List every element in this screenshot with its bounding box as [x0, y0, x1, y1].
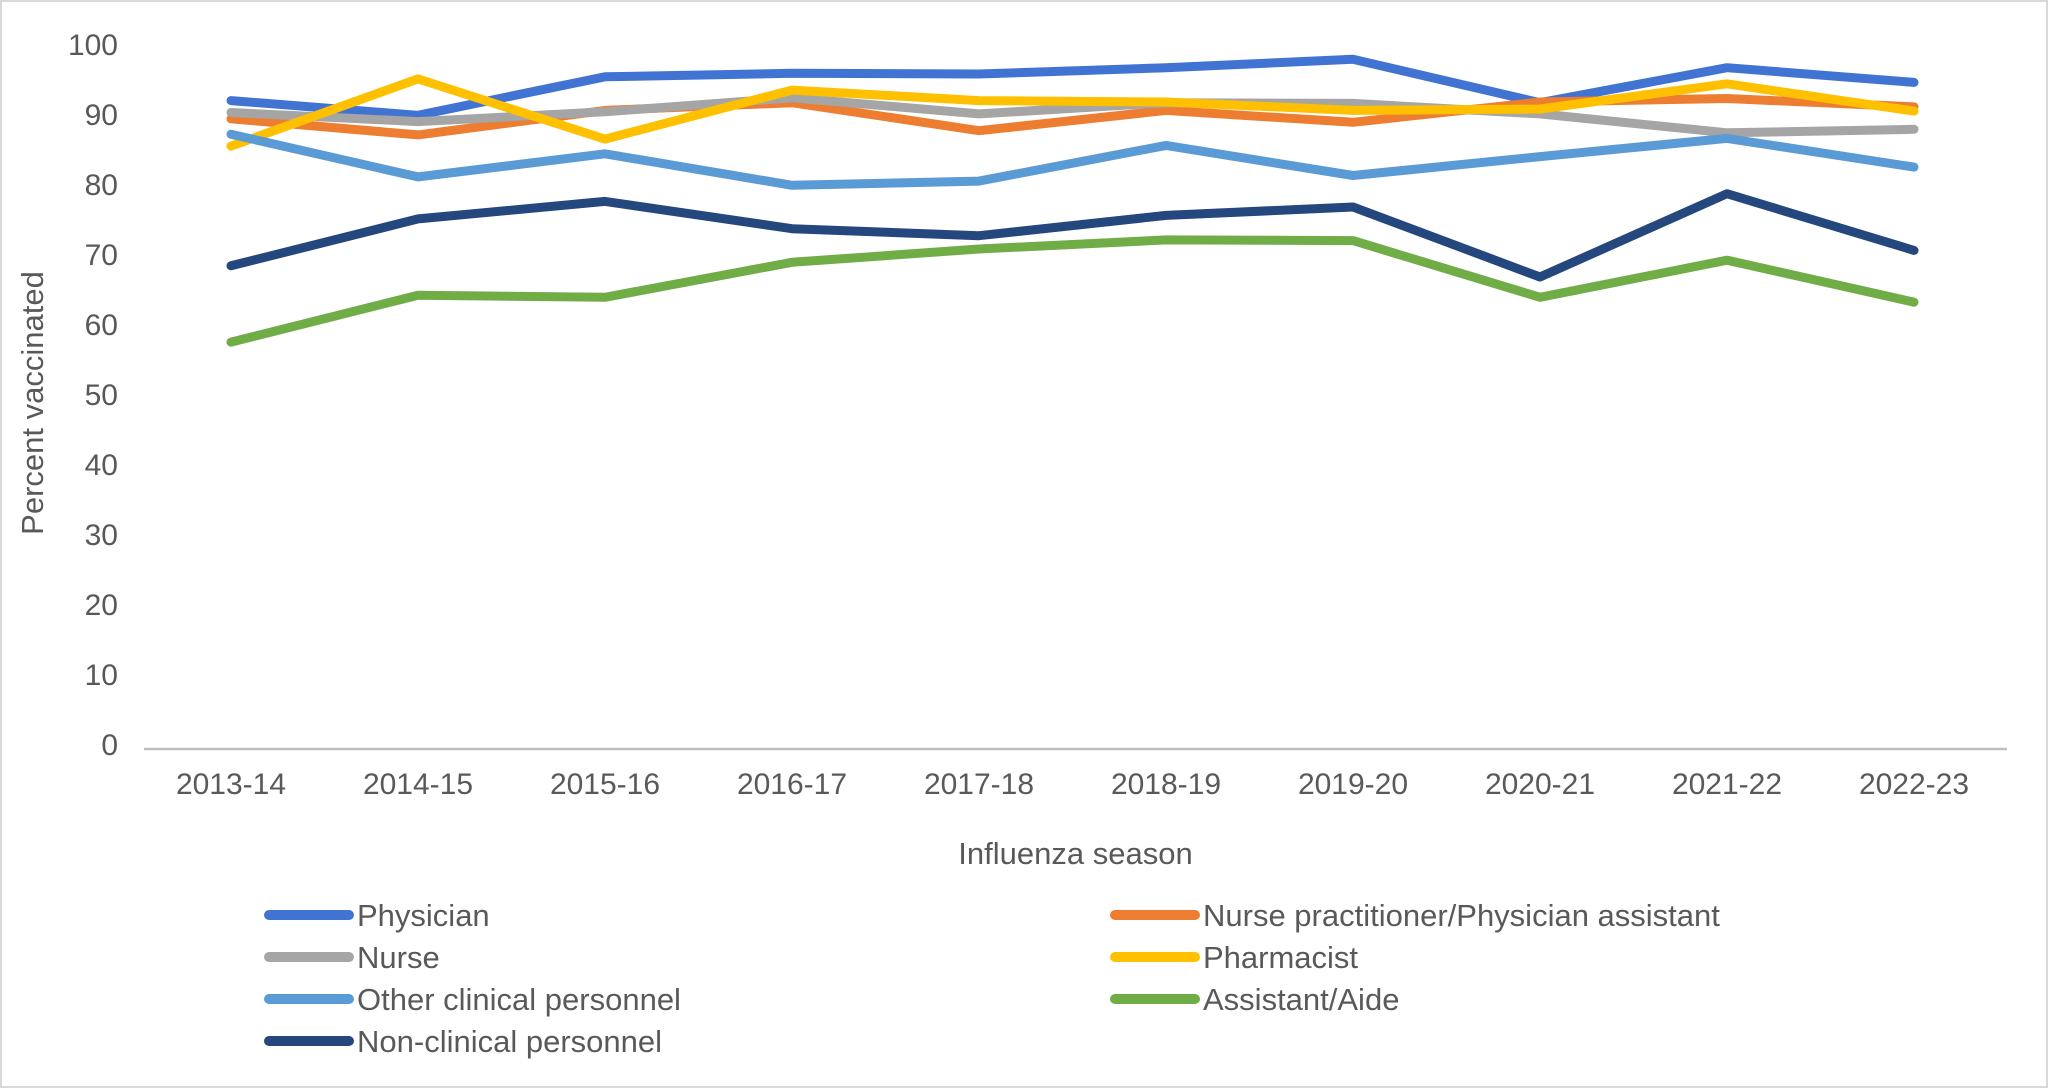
- x-tick-label: 2017-18: [923, 768, 1035, 801]
- legend-column-left: Physician Nurse Other clinical personnel No…: [264, 894, 681, 1062]
- y-tick-label: 80: [84, 169, 118, 202]
- x-axis-title: Influenza season: [958, 836, 1193, 871]
- legend-swatch: [264, 952, 354, 962]
- legend-label: Nurse practitioner/Physician assistant: [1203, 897, 1720, 933]
- y-tick-label: 100: [67, 29, 118, 62]
- legend-swatch: [264, 994, 354, 1004]
- legend-column-right: Nurse practitioner/Physician assistant Ph…: [1110, 894, 1720, 1020]
- legend-item: Non-clinical personnel: [264, 1020, 681, 1062]
- legend-label: Non-clinical personnel: [357, 1023, 662, 1059]
- y-tick-label: 10: [84, 659, 118, 692]
- x-tick-label: 2013-14: [175, 768, 287, 801]
- legend-swatch: [1110, 910, 1200, 920]
- series-line-4: [226, 129, 1919, 190]
- y-tick-label: 0: [101, 729, 118, 762]
- legend-item: Assistant/Aide: [1110, 978, 1720, 1020]
- series-line-3: [226, 74, 1919, 151]
- legend-swatch: [264, 1036, 354, 1046]
- legend-label: Pharmacist: [1203, 939, 1359, 975]
- x-tick-label: 2021-22: [1671, 768, 1783, 801]
- series-line-6: [226, 189, 1919, 282]
- x-tick-label: 2014-15: [362, 768, 474, 801]
- series-line-5: [226, 235, 1919, 347]
- y-tick-label: 20: [84, 589, 118, 622]
- y-tick-label: 40: [84, 449, 118, 482]
- y-tick-label: 50: [84, 379, 118, 412]
- series-line-2: [226, 93, 1919, 138]
- x-tick-label: 2022-23: [1858, 768, 1970, 801]
- y-tick-label: 30: [84, 519, 118, 552]
- y-tick-label: 60: [84, 309, 118, 342]
- series-line-0: [226, 54, 1919, 120]
- y-tick-label: 90: [84, 99, 118, 132]
- legend-item: Nurse practitioner/Physician assistant: [1110, 894, 1720, 936]
- legend-swatch: [1110, 994, 1200, 1004]
- legend-label: Assistant/Aide: [1203, 981, 1400, 1017]
- legend-label: Other clinical personnel: [357, 981, 681, 1017]
- x-tick-label: 2020-21: [1484, 768, 1596, 801]
- legend-item: Other clinical personnel: [264, 978, 681, 1020]
- legend-item: Pharmacist: [1110, 936, 1720, 978]
- legend-swatch: [1110, 952, 1200, 962]
- legend-swatch: [264, 910, 354, 920]
- x-tick-label: 2018-19: [1110, 768, 1222, 801]
- y-tick-label: 70: [84, 239, 118, 272]
- legend-label: Physician: [357, 897, 490, 933]
- x-tick-label: 2016-17: [736, 768, 848, 801]
- legend-item: Nurse: [264, 936, 681, 978]
- x-tick-label: 2019-20: [1297, 768, 1409, 801]
- legend-item: Physician: [264, 894, 681, 936]
- legend-label: Nurse: [357, 939, 440, 975]
- x-tick-label: 2015-16: [549, 768, 661, 801]
